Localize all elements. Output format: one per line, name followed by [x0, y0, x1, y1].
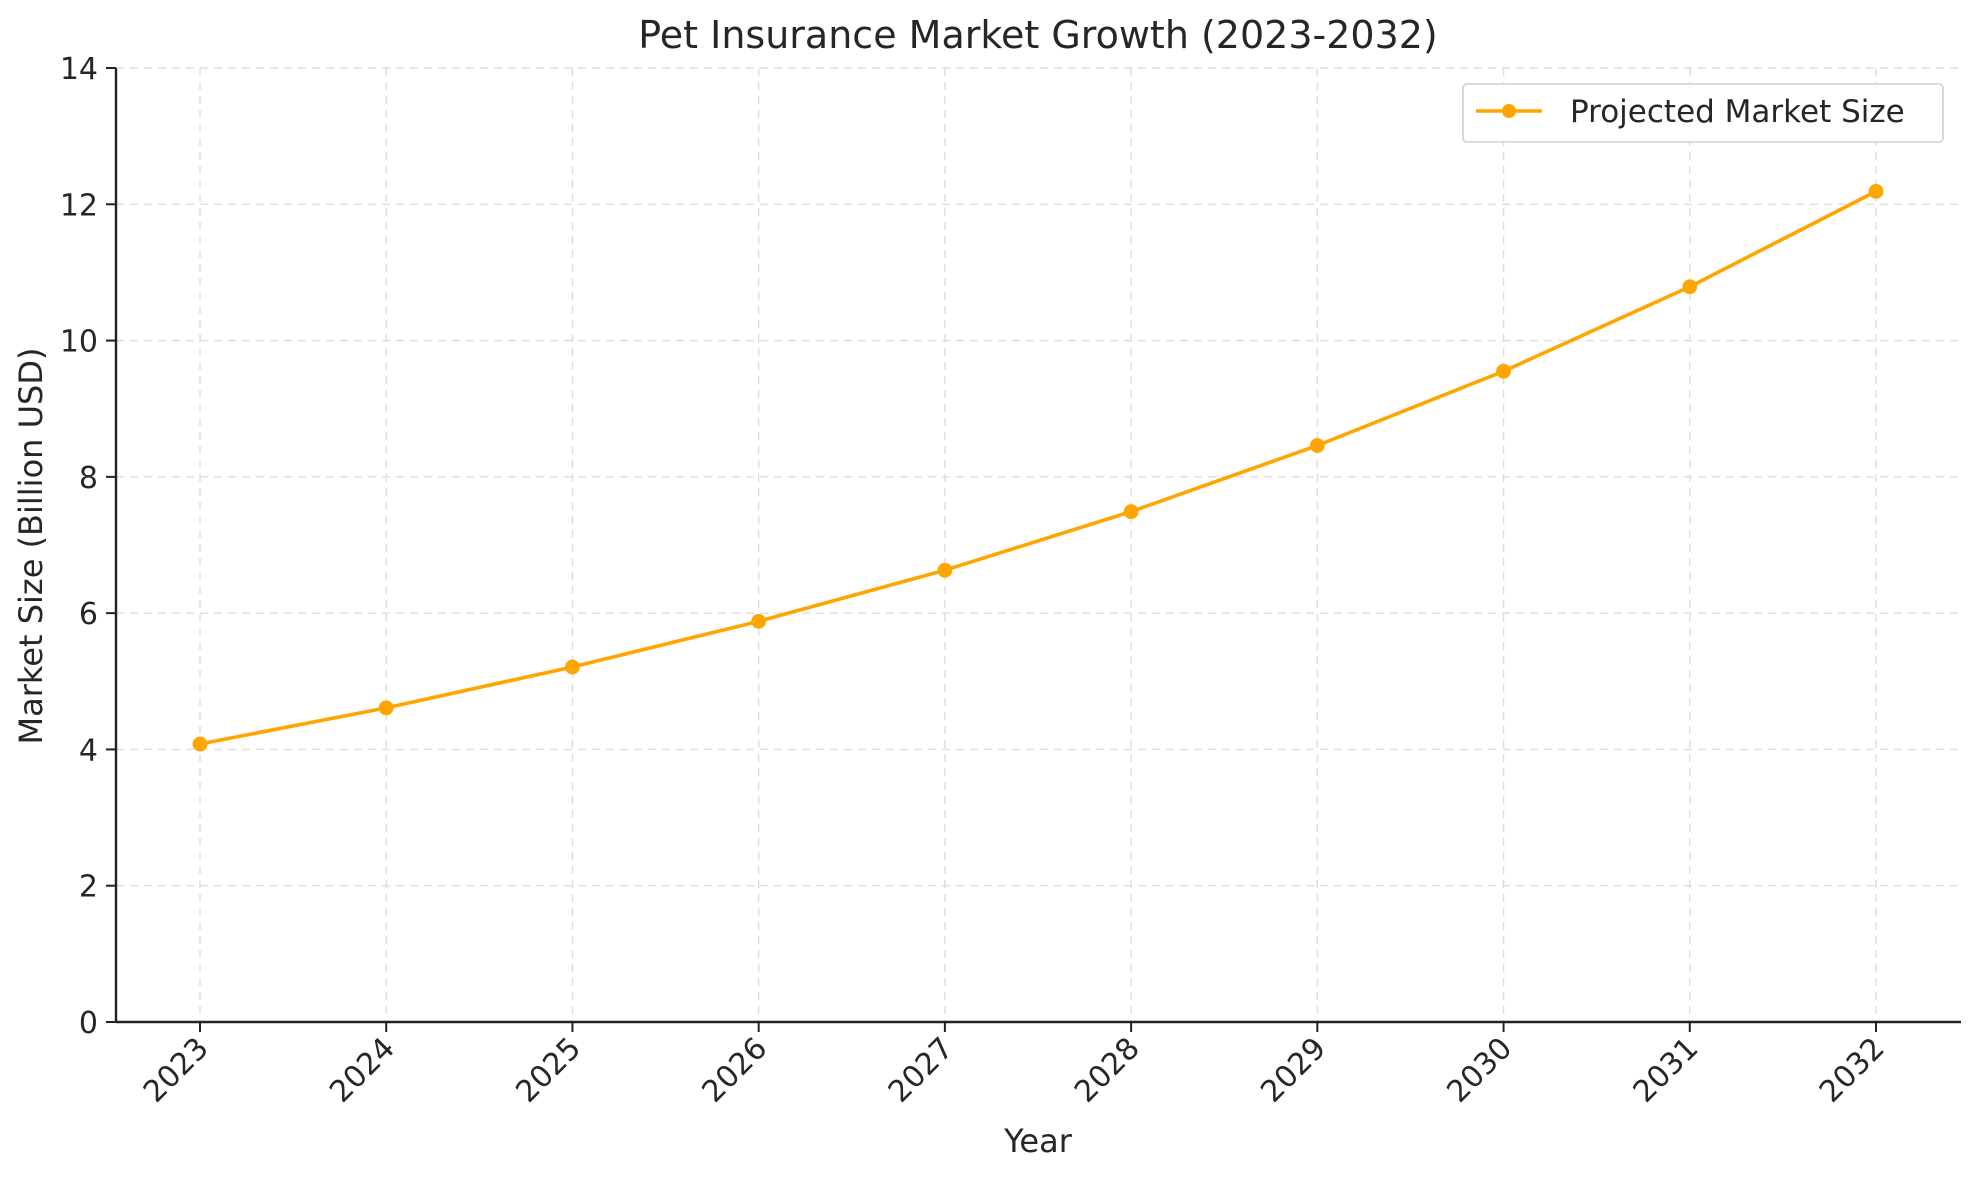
grid-layer: [116, 67, 1961, 1022]
legend-marker: [1502, 104, 1516, 118]
x-tick-label: 2029: [1254, 1031, 1333, 1110]
y-tick-label: 10: [60, 325, 98, 360]
legend-label: Projected Market Size: [1570, 94, 1905, 130]
x-tick-label: 2024: [323, 1031, 402, 1110]
data-point: [1123, 504, 1139, 520]
y-tick-label: 0: [79, 1006, 98, 1041]
data-point: [1496, 363, 1511, 379]
x-tick-label: 2030: [1440, 1031, 1519, 1110]
data-point: [1868, 183, 1884, 199]
chart-title: Pet Insurance Market Growth (2023-2032): [638, 13, 1438, 57]
legend: Projected Market Size: [1462, 83, 1944, 143]
series-line: [198, 189, 1878, 746]
y-tick-label: 4: [79, 733, 98, 768]
data-point: [378, 700, 394, 716]
x-tick-label: 2023: [137, 1031, 216, 1110]
y-tick-label: 6: [79, 597, 98, 632]
y-tick-label: 14: [60, 52, 98, 87]
series-layer: [192, 183, 1884, 752]
x-tick-label: 2031: [1627, 1031, 1706, 1110]
data-point: [937, 562, 953, 578]
data-point: [192, 736, 208, 752]
data-point: [565, 659, 580, 675]
y-tick-label: 12: [60, 188, 98, 223]
legend-box: [1462, 83, 1944, 143]
x-axis-title: Year: [1003, 1122, 1073, 1160]
x-tick-label: 2025: [509, 1031, 588, 1110]
data-point: [1309, 438, 1325, 453]
x-tick-label: 2026: [696, 1031, 775, 1110]
data-point: [1682, 279, 1698, 295]
x-tick-label: 2028: [1068, 1031, 1147, 1110]
y-tick-label: 2: [79, 870, 98, 905]
y-tick-label: 8: [79, 461, 98, 496]
x-tick-label: 2027: [882, 1031, 961, 1110]
data-point: [751, 613, 767, 629]
y-axis-title: Market Size (Billion USD): [12, 348, 50, 745]
axes-layer: 0 2 4 6 8 10 12 14 2023 2024 2025 2026 2027 2028 2029 2…: [60, 52, 1961, 1110]
x-tick-label: 2032: [1813, 1031, 1892, 1110]
